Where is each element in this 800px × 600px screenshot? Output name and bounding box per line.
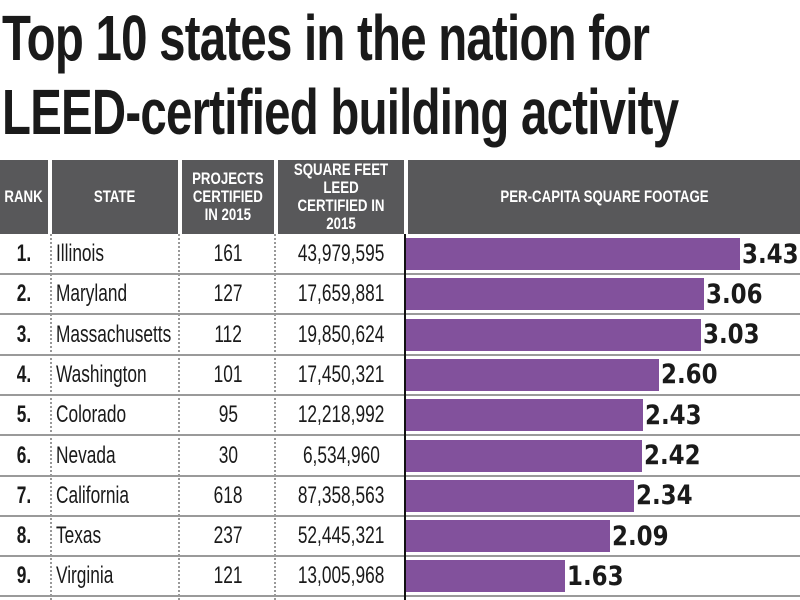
rank-cell: 2.: [16, 280, 32, 308]
table-row: 1. Illinois 161 43,979,595 3.43: [0, 234, 800, 275]
state-cell: California: [56, 481, 130, 509]
chart-axis: [404, 234, 406, 600]
column-divider: [178, 234, 180, 600]
sqft-cell: 12,218,992: [297, 401, 385, 429]
rank-cell: 3.: [16, 320, 32, 348]
state-cell: Virginia: [56, 562, 114, 590]
bar: [406, 560, 565, 593]
header-projects: PROJECTS CERTIFIED IN 2015: [182, 160, 274, 234]
title-line-1: Top 10 states in the nation for: [2, 2, 650, 74]
bar-value-label: 1.63: [566, 560, 624, 592]
row-divider: [0, 514, 800, 517]
bar-value-label: 3.43: [742, 238, 799, 270]
bar-value-label: 2.09: [611, 520, 669, 552]
bar-value-label: 2.60: [661, 359, 718, 391]
header-per-capita: PER-CAPITA SQUARE FOOTAGE: [408, 160, 800, 234]
projects-cell: 237: [213, 522, 243, 550]
table-row: 9. Virginia 121 13,005,968 1.63: [0, 556, 800, 598]
state-cell: Massachusetts: [56, 320, 172, 348]
table-row: 5. Colorado 95 12,218,992 2.43: [0, 395, 800, 437]
row-divider: [0, 595, 800, 598]
table-row: 8. Texas 237 52,445,321 2.09: [0, 516, 800, 558]
state-cell: Colorado: [56, 401, 127, 429]
projects-cell: 112: [214, 320, 242, 348]
header-sqft: SQUARE FEET LEED CERTIFIED IN 2015: [278, 160, 404, 234]
column-divider: [274, 234, 276, 600]
bar: [406, 520, 610, 553]
table-row: 7. California 618 87,358,563 2.34: [0, 476, 800, 517]
row-divider: [0, 434, 800, 437]
sqft-cell: 17,659,881: [297, 280, 385, 308]
bar: [406, 238, 741, 270]
sqft-cell: 87,358,563: [297, 481, 385, 509]
sqft-cell: 19,850,624: [297, 320, 385, 348]
sqft-cell: 43,979,595: [297, 240, 385, 267]
projects-cell: 95: [218, 401, 238, 429]
table-row: 3. Massachusetts 112 19,850,624 3.03: [0, 315, 800, 356]
bar: [406, 439, 642, 472]
row-divider: [0, 474, 800, 477]
column-divider: [50, 234, 52, 600]
bar-value-label: 3.06: [706, 278, 763, 310]
row-divider: [0, 353, 800, 356]
bar: [406, 399, 643, 432]
row-divider: [0, 555, 800, 558]
rank-cell: 9.: [16, 562, 32, 590]
state-cell: Washington: [56, 360, 147, 388]
state-cell: Maryland: [56, 280, 128, 308]
bar: [406, 278, 705, 311]
sqft-cell: 6,534,960: [302, 441, 380, 469]
row-divider: [0, 273, 800, 275]
table-row: 6. Nevada 30 6,534,960 2.42: [0, 436, 800, 477]
projects-cell: 161: [213, 240, 243, 267]
row-divider: [0, 313, 800, 316]
rank-cell: 4.: [16, 360, 32, 388]
rank-cell: 8.: [16, 522, 32, 550]
bar: [406, 318, 702, 351]
bar-value-label: 3.03: [703, 319, 760, 351]
bar-value-label: 2.42: [643, 440, 701, 471]
sqft-cell: 52,445,321: [297, 522, 385, 550]
rank-cell: 5.: [16, 401, 32, 429]
state-cell: Nevada: [56, 441, 116, 469]
rank-cell: 1.: [16, 240, 32, 267]
bar: [406, 479, 634, 512]
sqft-cell: 17,450,321: [297, 360, 385, 388]
state-cell: Illinois: [56, 240, 105, 267]
projects-cell: 30: [218, 441, 238, 469]
row-divider: [0, 393, 800, 396]
sqft-cell: 13,005,968: [297, 562, 385, 590]
rank-cell: 6.: [16, 441, 32, 469]
bar-value-label: 2.43: [644, 399, 702, 431]
bar-value-label: 2.34: [635, 480, 693, 512]
rank-cell: 7.: [16, 481, 32, 509]
table-row: 4. Washington 101 17,450,321 2.60: [0, 355, 800, 396]
projects-cell: 121: [213, 562, 243, 590]
projects-cell: 618: [213, 481, 243, 509]
table-row: 2. Maryland 127 17,659,881 3.06: [0, 274, 800, 316]
header-rank: RANK: [0, 160, 48, 234]
state-cell: Texas: [56, 522, 102, 550]
projects-cell: 127: [213, 280, 243, 308]
header-state: STATE: [52, 160, 178, 234]
projects-cell: 101: [213, 360, 243, 388]
title-line-2: LEED-certified building activity: [2, 76, 679, 148]
bar: [406, 358, 660, 391]
